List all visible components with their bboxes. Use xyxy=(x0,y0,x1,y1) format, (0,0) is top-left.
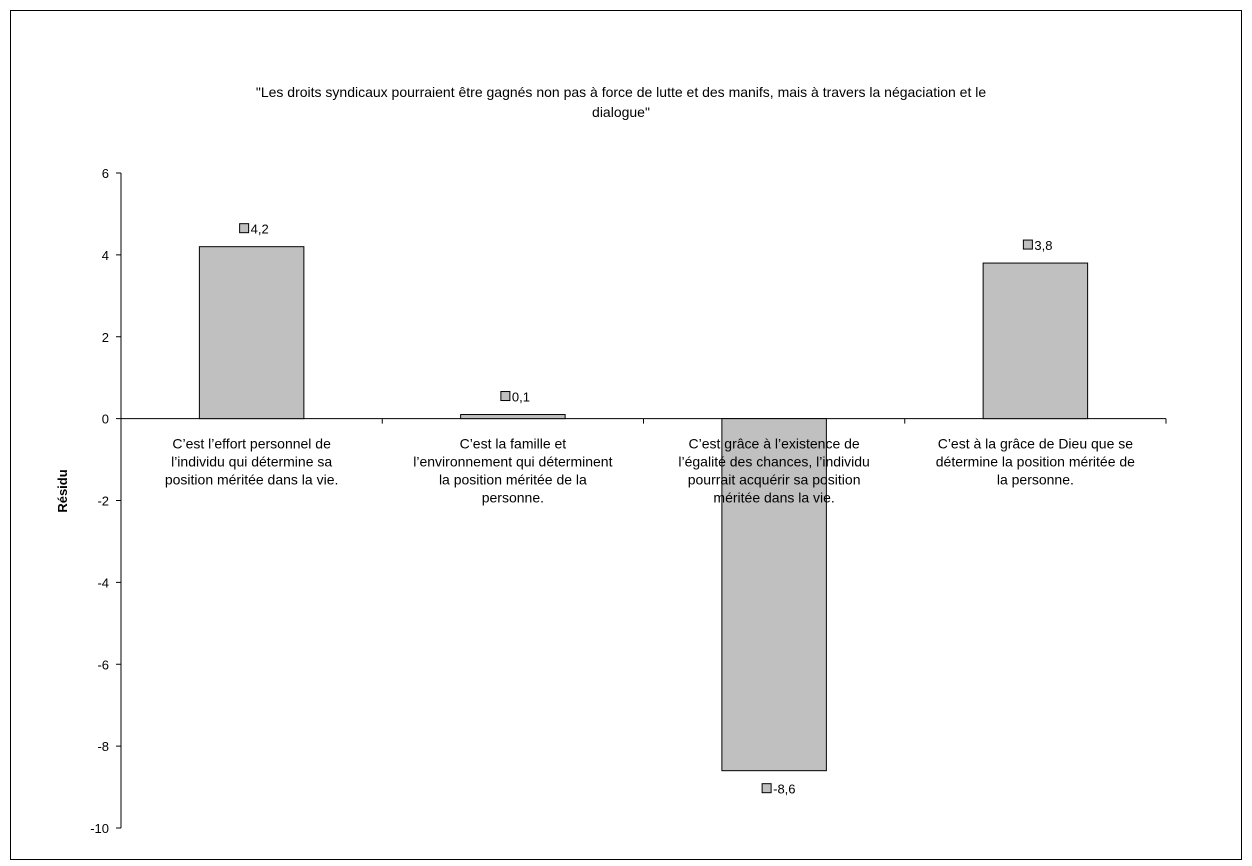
x-tick-label: C’est l’effort personnel de xyxy=(172,436,331,452)
x-tick-label: l’individu qui détermine sa xyxy=(171,454,332,470)
plot-area: 6 4 2 0 -2 -4 -6 -8 -10 4,2 C’est l’effort personn… xyxy=(90,166,1167,836)
y-tick-label: 0 xyxy=(102,412,109,427)
data-label: -8,6 xyxy=(773,782,795,797)
bar xyxy=(982,262,1089,420)
y-tick-label: 6 xyxy=(102,166,109,181)
x-tick-label: la position méritée de la xyxy=(439,472,587,488)
bar xyxy=(198,246,305,420)
chart-frame: "Les droits syndicaux pourraient être ga… xyxy=(10,10,1242,860)
data-label-marker xyxy=(761,783,772,794)
chart-title-line-2: dialogue" xyxy=(592,104,650,120)
y-tick-label: -10 xyxy=(90,821,109,836)
y-tick-label: 4 xyxy=(102,248,109,263)
bar xyxy=(721,418,827,772)
x-tick-label: pourrait acquérir sa position xyxy=(688,472,861,488)
data-label-marker xyxy=(239,223,250,234)
y-tick-label: -4 xyxy=(97,575,109,590)
y-tick-label: -6 xyxy=(97,657,109,672)
y-tick-label: -2 xyxy=(97,494,109,509)
x-tick-label: l’environnement qui déterminent xyxy=(413,454,612,470)
x-tick-label: C’est à la grâce de Dieu que se xyxy=(938,436,1134,452)
bar xyxy=(460,414,566,420)
chart-title-line-1: "Les droits syndicaux pourraient être ga… xyxy=(256,84,986,100)
data-label: 4,2 xyxy=(251,222,269,237)
x-tick-label: l’égalité des chances, l’individu xyxy=(678,454,869,470)
x-tick-label: la personne. xyxy=(997,472,1074,488)
y-tick-label: -8 xyxy=(97,739,109,754)
y-tick-label: 2 xyxy=(102,330,109,345)
x-tick-label: position méritée dans la vie. xyxy=(165,472,339,488)
x-tick-label: personne. xyxy=(482,490,544,506)
data-label-marker xyxy=(500,391,511,402)
residual-bar-chart: "Les droits syndicaux pourraient être ga… xyxy=(55,84,1167,836)
data-label: 3,8 xyxy=(1034,238,1052,253)
data-label-marker xyxy=(1022,239,1033,250)
x-tick-label: C’est la famille et xyxy=(460,436,567,452)
x-tick-label: méritée dans la vie. xyxy=(713,490,834,506)
data-label: 0,1 xyxy=(512,390,530,405)
x-tick-label: C’est grâce à l’existence de xyxy=(689,436,860,452)
y-axis-label: Résidu xyxy=(55,469,70,512)
x-tick-label: détermine la position méritée de xyxy=(936,454,1135,470)
